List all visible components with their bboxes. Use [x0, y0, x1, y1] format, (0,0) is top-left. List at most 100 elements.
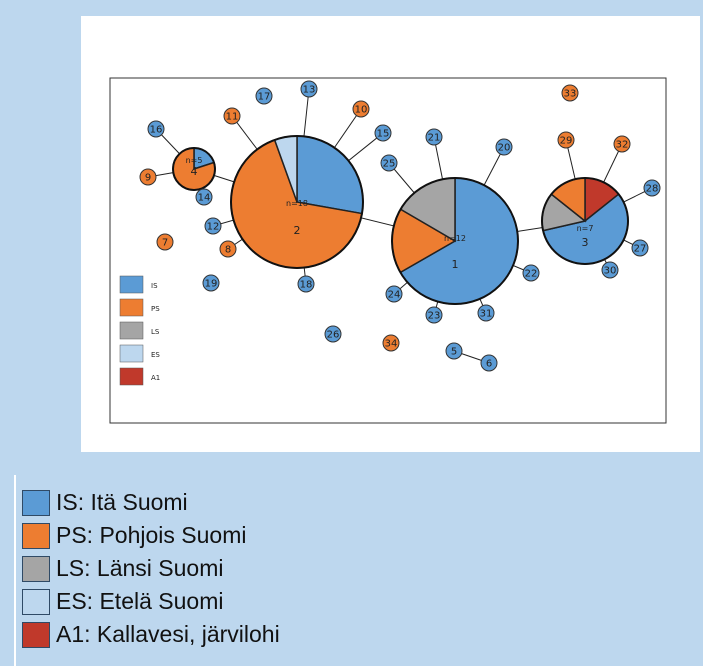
node-label: 31	[480, 309, 493, 320]
haplotype-node-5: 5	[445, 342, 463, 360]
legend-label-ls: LS: Länsi Suomi	[56, 555, 224, 581]
node-circle	[352, 100, 370, 118]
legend-swatch-a1	[22, 621, 50, 648]
pie-count-label: n=5	[186, 156, 203, 165]
haplotype-node-17: 17	[255, 87, 273, 105]
node-label: 20	[498, 143, 511, 154]
haplotype-node-9: 9	[139, 168, 157, 186]
node-circle	[374, 124, 392, 142]
haplotype-node-8: 8	[219, 240, 237, 258]
node-circle	[480, 354, 498, 372]
pie-nodes: n=12 1 n=18 2 n=73 n=54	[172, 135, 629, 305]
node-label: 6	[486, 359, 492, 370]
inner-legend-item-ps: PS	[119, 298, 160, 317]
node-circle	[495, 138, 513, 156]
haplotype-node-14: 14	[195, 188, 213, 206]
legend-label-a1: A1: Kallavesi, järvilohi	[56, 621, 280, 647]
haplotype-node-19: 19	[202, 274, 220, 292]
inner-legend-item-ls: LS	[119, 321, 160, 340]
haplotype-node-30: 30	[601, 261, 619, 279]
inner-legend-swatch	[119, 367, 144, 386]
haplotype-node-34: 34	[382, 334, 400, 352]
legend-swatch-ls	[22, 555, 50, 582]
haplotype-node-24: 24	[385, 285, 403, 303]
inner-legend-swatch	[119, 298, 144, 317]
pie-node-1: n=12 1	[391, 177, 519, 305]
node-circle	[223, 107, 241, 125]
node-label: 15	[377, 129, 390, 140]
haplotype-node-32: 32	[613, 135, 631, 153]
node-label: 25	[383, 159, 396, 170]
node-circle	[204, 217, 222, 235]
node-label: 5	[451, 347, 457, 358]
node-circle	[561, 84, 579, 102]
node-label: 34	[385, 339, 398, 350]
pie-id-label: 1	[452, 258, 459, 271]
node-circle	[324, 325, 342, 343]
node-label: 32	[616, 140, 629, 151]
inner-legend: IS PS LS ES A1	[119, 275, 160, 386]
node-label: 8	[225, 245, 231, 256]
node-circle	[445, 342, 463, 360]
pie-count-label: n=7	[577, 224, 594, 233]
node-label: 13	[303, 85, 316, 96]
inner-legend-item-a1: A1	[119, 367, 160, 386]
pie-outline	[230, 135, 364, 269]
haplotype-node-15: 15	[374, 124, 392, 142]
node-label: 21	[428, 133, 441, 144]
haplotype-node-16: 16	[147, 120, 165, 138]
inner-legend-swatch	[119, 344, 144, 363]
pie-node-2: n=18 2	[230, 135, 364, 269]
node-circle	[202, 274, 220, 292]
haplotype-node-29: 29	[557, 131, 575, 149]
node-circle	[156, 233, 174, 251]
legend-swatch-es	[22, 588, 50, 615]
node-label: 22	[525, 269, 538, 280]
haplotype-node-27: 27	[631, 239, 649, 257]
haplotype-node-26: 26	[324, 325, 342, 343]
left-edge-bar	[14, 475, 16, 666]
inner-legend-label: A1	[151, 374, 160, 382]
node-circle	[219, 240, 237, 258]
legend-label-ps: PS: Pohjois Suomi	[56, 522, 247, 548]
pie-count-label: n=12	[444, 234, 466, 243]
pie-outline	[541, 177, 629, 265]
node-circle	[300, 80, 318, 98]
inner-legend-item-is: IS	[119, 275, 158, 294]
node-label: 23	[428, 311, 441, 322]
node-circle	[385, 285, 403, 303]
legend-item-ls: LS: Länsi Suomi	[22, 552, 280, 585]
legend-label-es: ES: Etelä Suomi	[56, 588, 224, 614]
haplotype-node-7: 7	[156, 233, 174, 251]
pie-id-label: 4	[191, 165, 198, 178]
node-label: 33	[564, 89, 577, 100]
node-circle	[195, 188, 213, 206]
legend-swatch-is	[22, 489, 50, 516]
small-nodes: 5678910111213141516171819202122232425262…	[139, 80, 661, 372]
node-label: 14	[198, 193, 211, 204]
pie-count-label: n=18	[286, 199, 308, 208]
pie-node-3: n=73	[541, 177, 629, 265]
haplotype-node-21: 21	[425, 128, 443, 146]
node-label: 11	[226, 112, 239, 123]
pie-outline	[172, 147, 216, 191]
node-circle	[522, 264, 540, 282]
legend-item-ps: PS: Pohjois Suomi	[22, 519, 280, 552]
pie-outline	[391, 177, 519, 305]
node-label: 24	[388, 290, 401, 301]
node-circle	[255, 87, 273, 105]
node-circle	[380, 154, 398, 172]
haplotype-node-10: 10	[352, 100, 370, 118]
haplotype-node-12: 12	[204, 217, 222, 235]
inner-legend-swatch	[119, 321, 144, 340]
node-label: 12	[207, 222, 220, 233]
node-circle	[382, 334, 400, 352]
inner-legend-label: PS	[151, 305, 160, 313]
haplotype-node-33: 33	[561, 84, 579, 102]
node-circle	[631, 239, 649, 257]
node-circle	[139, 168, 157, 186]
pie-id-label: 2	[294, 224, 301, 237]
node-circle	[643, 179, 661, 197]
node-circle	[477, 304, 495, 322]
legend-label-is: IS: Itä Suomi	[56, 489, 188, 515]
